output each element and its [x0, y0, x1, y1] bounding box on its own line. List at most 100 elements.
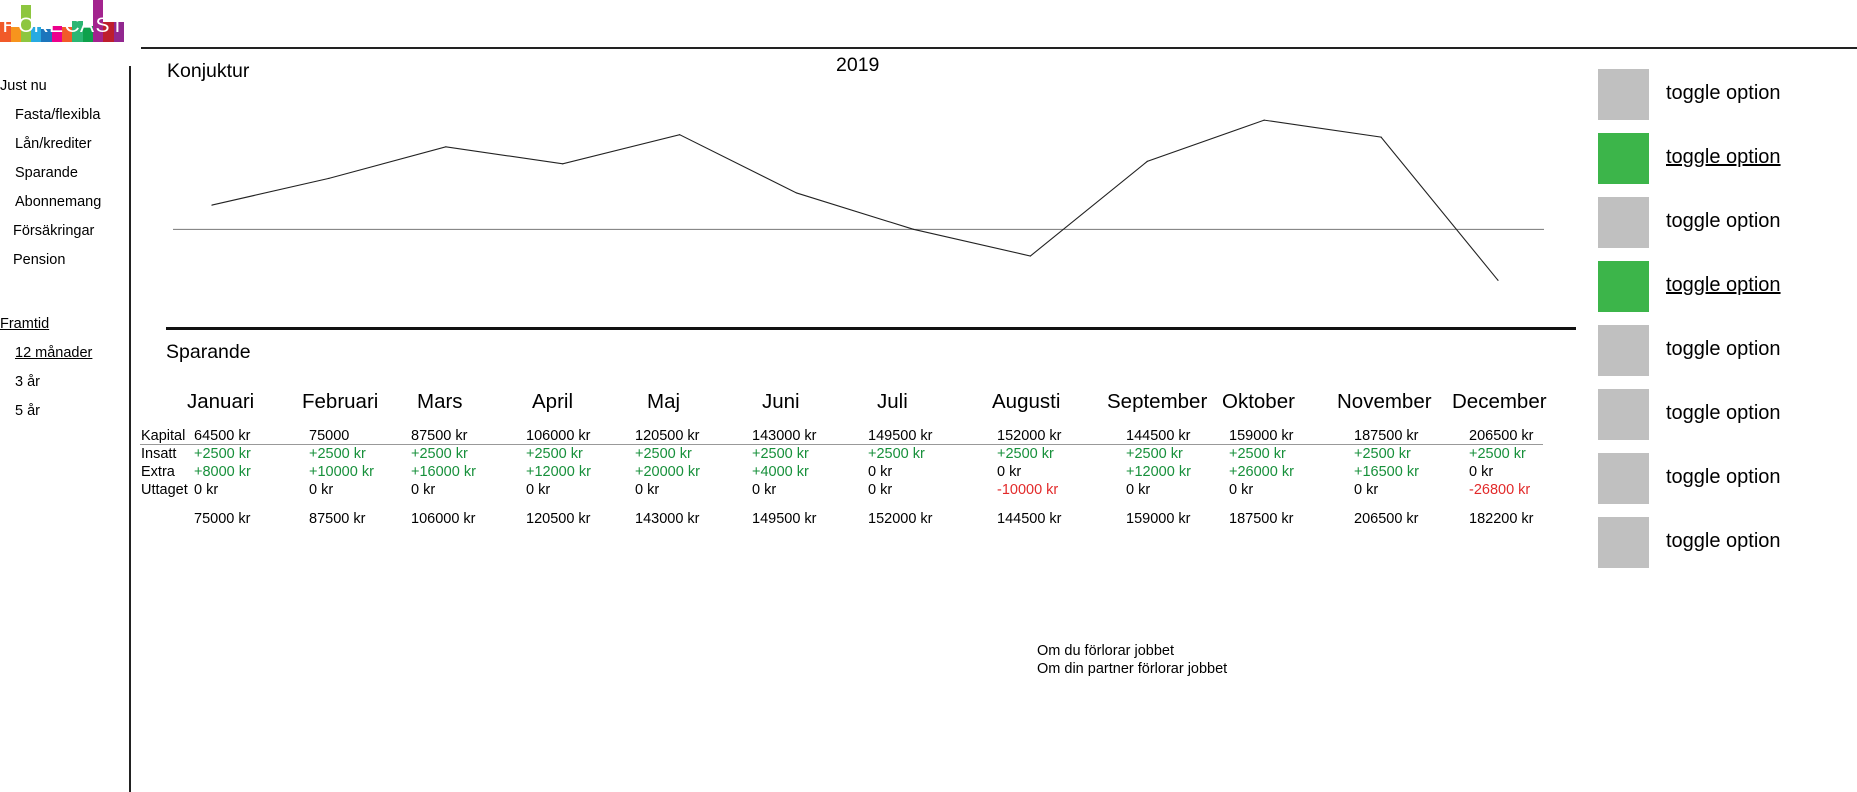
cell-extra: +4000 kr [752, 464, 809, 480]
toggle-label[interactable]: toggle option [1666, 530, 1781, 552]
cell-kapital: 144500 kr [1126, 428, 1191, 444]
toggle-switch[interactable] [1598, 261, 1649, 312]
section-divider [166, 327, 1576, 330]
cell-extra: +16000 kr [411, 464, 476, 480]
sparande-title: Sparande [166, 341, 251, 363]
cell-uttaget: 0 kr [309, 482, 334, 498]
chart-point [912, 228, 915, 230]
cell-total: 206500 kr [1354, 511, 1419, 527]
cell-insatt: +2500 kr [1354, 446, 1411, 462]
nav-item-sparande[interactable]: Sparande [15, 165, 78, 181]
cell-kapital: 187500 kr [1354, 428, 1419, 444]
cell-uttaget: 0 kr [1229, 482, 1254, 498]
nav-item-pension[interactable]: Pension [13, 252, 66, 268]
nav-item-forsakringar[interactable]: Försäkringar [13, 223, 95, 239]
toggle-switch[interactable] [1598, 133, 1649, 184]
logo-letter: R [33, 14, 49, 37]
toggle-switch[interactable] [1598, 389, 1649, 440]
note-lose-job[interactable]: Om du förlorar jobbet [1037, 643, 1175, 659]
cell-kapital: 149500 kr [868, 428, 933, 444]
cell-total: 75000 kr [194, 511, 251, 527]
month-header: Oktober [1222, 390, 1295, 413]
cell-uttaget: 0 kr [635, 482, 660, 498]
toggle-label[interactable]: toggle option [1666, 402, 1781, 424]
toggle-switch[interactable] [1598, 197, 1649, 248]
cell-uttaget: 0 kr [411, 482, 436, 498]
chart-point [1380, 136, 1382, 138]
logo-letter: E [49, 14, 64, 37]
cell-uttaget: 0 kr [1126, 482, 1151, 498]
cell-extra: +8000 kr [194, 464, 251, 480]
toggle-label[interactable]: toggle option [1666, 210, 1781, 232]
nav-item-fasta-flexibla[interactable]: Fasta/flexibla [15, 107, 101, 123]
month-header: December [1452, 390, 1547, 413]
month-header: November [1337, 390, 1432, 413]
logo-bar [113, 22, 124, 42]
cell-total: 149500 kr [752, 511, 817, 527]
logo-bar [61, 27, 73, 42]
cell-extra: 0 kr [1469, 464, 1494, 480]
cell-uttaget: -26800 kr [1469, 482, 1531, 498]
logo-letter: F [2, 14, 16, 37]
cell-kapital: 120500 kr [635, 428, 700, 444]
logo-bar [72, 20, 83, 42]
row-label-uttaget: Uttaget [141, 482, 188, 498]
cell-total: 144500 kr [997, 511, 1062, 527]
logo-bar [51, 25, 62, 42]
cell-insatt: +2500 kr [194, 446, 251, 462]
nav-item-lan-krediter[interactable]: Lån/krediter [15, 136, 92, 152]
nav-item-abonnemang[interactable]: Abonnemang [15, 194, 102, 210]
cell-insatt: +2500 kr [411, 446, 468, 462]
cell-kapital: 152000 kr [997, 428, 1062, 444]
logo-letter: A [80, 14, 95, 37]
cell-kapital: 159000 kr [1229, 428, 1294, 444]
logo-letter: O [18, 14, 35, 37]
nav-item-5-ar[interactable]: 5 år [15, 403, 40, 419]
nav-item-3-ar[interactable]: 3 år [15, 374, 40, 390]
toggle-label[interactable]: toggle option [1666, 274, 1781, 296]
nav-item-12-manader[interactable]: 12 månader [15, 345, 93, 361]
chart-point [795, 192, 798, 194]
month-header: April [532, 390, 574, 413]
cell-insatt: +2500 kr [997, 446, 1054, 462]
toggle-switch[interactable] [1598, 325, 1649, 376]
toggle-label[interactable]: toggle option [1666, 146, 1781, 168]
logo-bar [10, 27, 21, 42]
note-partner-lose-job[interactable]: Om din partner förlorar jobbet [1037, 661, 1228, 677]
cell-total: 87500 kr [309, 511, 366, 527]
toggle-switch[interactable] [1598, 69, 1649, 120]
cell-uttaget: 0 kr [194, 482, 219, 498]
month-header: September [1107, 390, 1208, 413]
toggle-label[interactable]: toggle option [1666, 338, 1781, 360]
toggle-switch[interactable] [1598, 453, 1649, 504]
logo-letter: S [95, 14, 110, 37]
chart-point [445, 146, 447, 148]
cell-extra: 0 kr [868, 464, 893, 480]
cell-insatt: +2500 kr [526, 446, 583, 462]
cell-kapital: 206500 kr [1469, 428, 1534, 444]
cell-kapital: 87500 kr [411, 428, 468, 444]
logo-bar [103, 22, 114, 42]
row-label-kapital: Kapital [141, 428, 186, 444]
toggle-label[interactable]: toggle option [1666, 82, 1781, 104]
cell-extra: +16500 kr [1354, 464, 1419, 480]
toggle-switch[interactable] [1598, 517, 1649, 568]
cell-total: 106000 kr [411, 511, 476, 527]
cell-kapital: 106000 kr [526, 428, 591, 444]
cell-uttaget: 0 kr [526, 482, 551, 498]
toggle-label[interactable]: toggle option [1666, 466, 1781, 488]
logo-letter: C [64, 14, 80, 37]
logo-bar [20, 4, 32, 42]
cell-extra: +20000 kr [635, 464, 700, 480]
cell-total: 143000 kr [635, 511, 700, 527]
cell-kapital: 75000 [309, 428, 350, 444]
chart-point [328, 177, 330, 179]
chart-point [211, 204, 213, 206]
cell-uttaget: -10000 kr [997, 482, 1059, 498]
chart-point [1029, 255, 1031, 257]
header-divider [141, 47, 1857, 49]
nav-heading-framtid[interactable]: Framtid [0, 316, 50, 332]
nav-heading-just-nu[interactable]: Just nu [0, 78, 47, 94]
